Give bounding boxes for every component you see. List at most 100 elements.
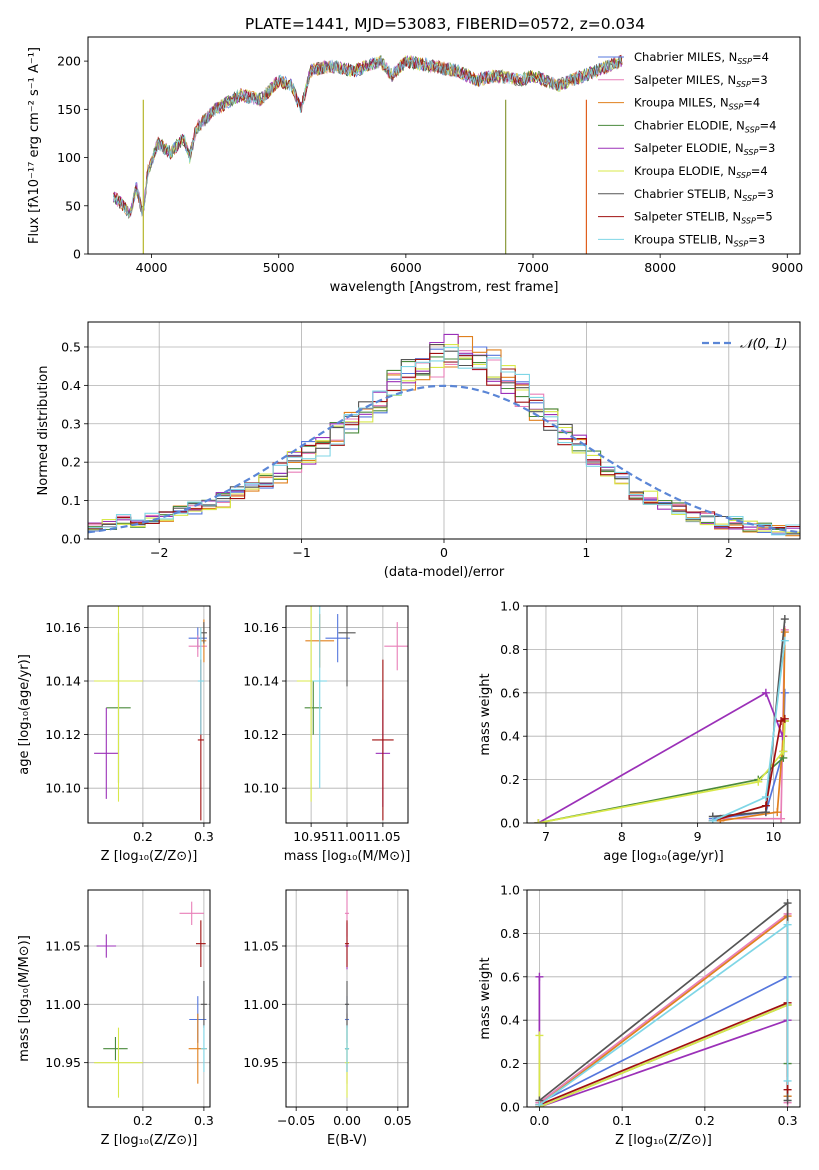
y-tick-label: 10.95 — [243, 1055, 279, 1070]
y-tick-label: 10.10 — [243, 781, 279, 796]
panel-age-vs-Z: 0.2 0.3 10.10 10.12 10.14 10.16 Z [log₁₀(Z/Z⊙)… — [17, 605, 214, 864]
x-axis-label: Z [log₁₀(Z/Z⊙)] — [615, 1133, 712, 1148]
y-tick-label: 0.2 — [61, 455, 81, 470]
y-tick-label: 10.14 — [243, 674, 279, 689]
series-marker — [783, 899, 792, 908]
y-tick-label: 0 — [73, 247, 81, 262]
chart-layer: 4000 5000 6000 7000 8000 9000050100150200wave… — [17, 36, 803, 1148]
x-tick-label: 0.3 — [194, 829, 214, 844]
axes-frame — [87, 36, 801, 255]
plot-area — [534, 615, 789, 823]
y-tick-label: 1.0 — [500, 883, 520, 898]
y-tick-label: 0.4 — [500, 1013, 520, 1028]
series-marker — [783, 1096, 792, 1105]
series-marker — [780, 714, 789, 723]
plot-area — [94, 901, 207, 1098]
series-marker — [778, 732, 787, 741]
series-marker — [783, 1076, 792, 1085]
spectrum-line — [113, 54, 623, 218]
x-tick-label: 6000 — [390, 260, 422, 275]
y-axis-label: mass weight — [478, 673, 493, 755]
axes-frame — [526, 605, 801, 824]
plot-area — [344, 890, 350, 1098]
series-marker — [780, 636, 789, 645]
x-tick-label: 0 — [440, 545, 448, 560]
y-axis-label: mass weight — [478, 957, 493, 1039]
legend: Chabrier MILES, NSSP=4 Salpeter MILES, NS… — [598, 50, 776, 248]
y-tick-label: 150 — [57, 102, 81, 117]
x-tick-label: 4000 — [136, 260, 168, 275]
y-tick-label: 11.05 — [243, 939, 279, 954]
x-tick-label: 0.1 — [612, 1113, 632, 1128]
series-marker — [780, 615, 789, 624]
y-tick-label: 0.3 — [61, 416, 81, 431]
legend-label: Chabrier ELODIE, NSSP=4 — [634, 118, 776, 134]
x-axis-label: Z [log₁₀(Z/Z⊙)] — [101, 849, 198, 864]
x-tick-label: −1 — [292, 545, 310, 560]
legend-label: Chabrier STELIB, NSSP=3 — [634, 187, 774, 203]
panel-mass-weight-vs-age: 7 8 9 10 0.0 0.2 0.4 0.6 0.8 1.0 age [log₁₀(age/yr… — [478, 599, 801, 864]
y-tick-label: 10.12 — [45, 727, 81, 742]
x-axis-label: wavelength [Angstrom, rest frame] — [330, 280, 559, 295]
series-line — [712, 718, 786, 822]
series-marker — [761, 792, 770, 801]
series-line — [538, 976, 788, 1107]
x-tick-label: 0.2 — [695, 1113, 715, 1128]
series-marker — [773, 808, 782, 817]
series-line — [538, 923, 789, 1106]
legend-label: Salpeter MILES, NSSP=3 — [634, 73, 768, 89]
series-line — [537, 691, 784, 823]
plot-area — [535, 899, 792, 1107]
x-tick-label: 8000 — [644, 260, 676, 275]
x-tick-label: 0.2 — [133, 1113, 153, 1128]
y-tick-label: 0.6 — [500, 969, 520, 984]
legend-label: Salpeter ELODIE, NSSP=3 — [634, 141, 775, 157]
x-tick-label: 0.2 — [133, 829, 153, 844]
panel-mass-weight-vs-Z: 0.0 0.1 0.2 0.3 0.0 0.2 0.4 0.6 0.8 1.0 Z [log₁₀(Z… — [478, 883, 801, 1148]
x-tick-label: 0.00 — [333, 1113, 361, 1128]
y-tick-label: 0.0 — [500, 816, 520, 831]
y-tick-label: 0.8 — [500, 926, 520, 941]
figure-title: PLATE=1441, MJD=53083, FIBERID=0572, z=0… — [245, 15, 645, 33]
y-tick-label: 1.0 — [500, 599, 520, 614]
x-tick-label: 9 — [694, 829, 702, 844]
y-axis-label: mass [log₁₀(M/M⊙)] — [17, 935, 32, 1062]
series-marker — [535, 1100, 544, 1107]
x-tick-label: 0.0 — [529, 1113, 549, 1128]
legend-label: Chabrier MILES, NSSP=4 — [634, 50, 769, 66]
series-marker — [534, 819, 543, 823]
series-marker — [780, 628, 789, 637]
axes-frame — [285, 889, 409, 1108]
axes-frame — [285, 605, 409, 824]
y-tick-label: 0.2 — [500, 1056, 520, 1071]
legend-label: Kroupa STELIB, NSSP=3 — [634, 232, 765, 248]
y-tick-label: 50 — [65, 198, 81, 213]
x-axis-label: E(B-V) — [327, 1133, 367, 1148]
series-line — [538, 912, 789, 1104]
y-tick-label: 0.0 — [61, 532, 81, 547]
spectrum-line — [113, 56, 623, 218]
axes-frame — [87, 605, 211, 824]
y-tick-label: 0.2 — [500, 772, 520, 787]
axes-frame — [87, 889, 211, 1108]
y-axis-label: Flux [fλ10⁻¹⁷ erg cm⁻² s⁻¹ A⁻¹] — [27, 47, 42, 244]
legend-label: 𝒩(0, 1) — [740, 337, 787, 352]
x-tick-label: 0.3 — [778, 1113, 798, 1128]
series-line — [538, 901, 789, 1102]
series-marker — [708, 816, 717, 823]
series-line — [712, 640, 786, 822]
x-tick-label: 10 — [766, 829, 782, 844]
panel-mass-vs-EBV: −0.05 0.00 0.05 10.95 11.00 11.05 E(B-V) — [243, 889, 412, 1148]
axes-frame — [526, 889, 801, 1108]
y-tick-label: 11.00 — [243, 997, 279, 1012]
panel-residual-histogram: −2 −1 0 1 2 0.0 0.1 0.2 0.3 0.4 0.5 (data-model)/er… — [36, 321, 801, 580]
plot-area — [296, 606, 408, 821]
x-axis-label: (data-model)/error — [384, 565, 505, 580]
y-tick-label: 10.95 — [45, 1055, 81, 1070]
series-marker — [761, 688, 770, 697]
legend-label: Kroupa MILES, NSSP=4 — [634, 96, 760, 112]
series-line — [720, 631, 786, 822]
series-marker — [535, 1031, 544, 1040]
series-line — [538, 1004, 788, 1107]
